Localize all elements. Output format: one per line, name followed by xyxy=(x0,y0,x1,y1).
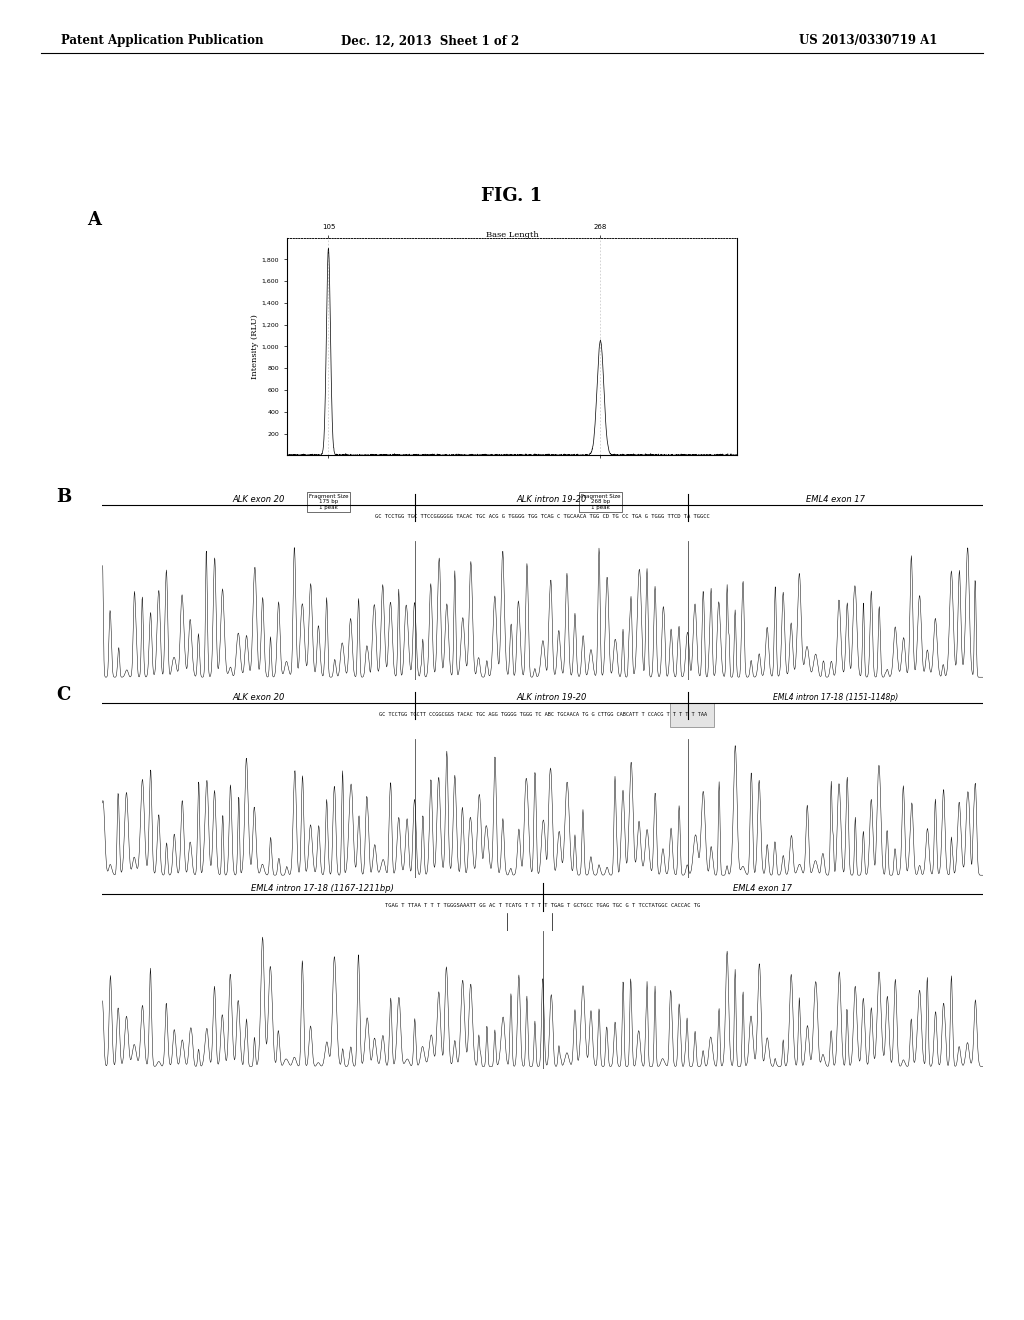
Text: EML4 exon 17: EML4 exon 17 xyxy=(806,495,865,504)
Text: Patent Application Publication: Patent Application Publication xyxy=(61,34,264,48)
Bar xyxy=(671,702,715,726)
Text: A: A xyxy=(87,211,101,230)
Y-axis label: Intensity (RLU): Intensity (RLU) xyxy=(251,314,259,379)
Text: GC TCCTGG TGC TTCCGGGGGG TACAC TGC ACG G TGGGG TGG TCAG C TGCAACA TGG CD TG CC T: GC TCCTGG TGC TTCCGGGGGG TACAC TGC ACG G… xyxy=(376,513,710,519)
Text: Dec. 12, 2013  Sheet 1 of 2: Dec. 12, 2013 Sheet 1 of 2 xyxy=(341,34,519,48)
Text: ALK exon 20: ALK exon 20 xyxy=(232,495,285,504)
Text: C: C xyxy=(56,686,71,705)
Text: EML4 intron 17-18 (1167-1211bp): EML4 intron 17-18 (1167-1211bp) xyxy=(251,884,394,894)
Text: FIG. 1: FIG. 1 xyxy=(481,187,543,206)
Text: US 2013/0330719 A1: US 2013/0330719 A1 xyxy=(799,34,937,48)
Text: GC TCCTGG TGCTT CCGGCGGS TACAC TGC AGG TGGGG TGGG TC ABC TGCAACA TG G CTTGG CABC: GC TCCTGG TGCTT CCGGCGGS TACAC TGC AGG T… xyxy=(379,711,707,717)
Text: Fragment Size
268 bp
1 peak: Fragment Size 268 bp 1 peak xyxy=(581,494,621,510)
Text: ALK exon 20: ALK exon 20 xyxy=(232,693,285,702)
Text: B: B xyxy=(56,488,72,507)
Text: Fragment Size
175 bp
1 peak: Fragment Size 175 bp 1 peak xyxy=(308,494,348,510)
Text: TGAG T TTAA T T T TGGGSAAATT GG AC T TCATG T T T T TGAG T GCTGCC TGAG TGC G T TC: TGAG T TTAA T T T TGGGSAAATT GG AC T TCA… xyxy=(385,903,700,908)
Text: Base Length: Base Length xyxy=(485,231,539,239)
Text: ALK intron 19-20: ALK intron 19-20 xyxy=(516,495,587,504)
Text: ALK intron 19-20: ALK intron 19-20 xyxy=(516,693,587,702)
Text: EML4 exon 17: EML4 exon 17 xyxy=(733,884,793,894)
Text: EML4 intron 17-18 (1151-1148p): EML4 intron 17-18 (1151-1148p) xyxy=(773,693,898,702)
